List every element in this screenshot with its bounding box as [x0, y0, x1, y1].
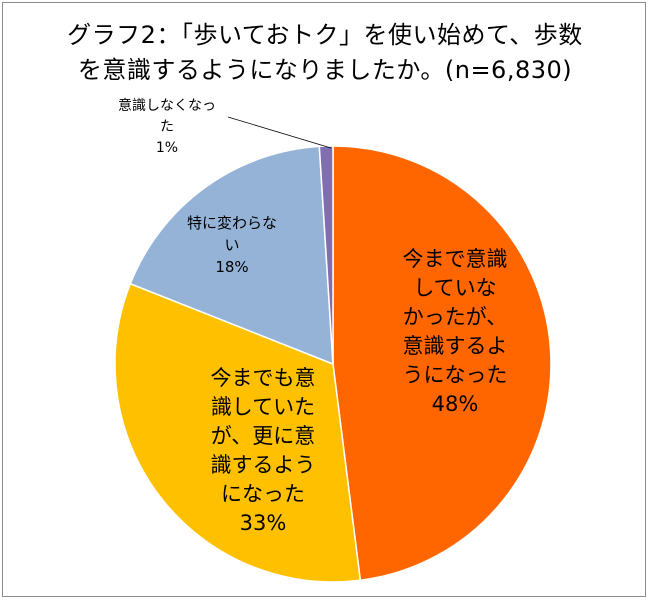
slice-percent-2: 33% — [240, 511, 287, 535]
slice-label-line: 今までも意 — [211, 366, 316, 390]
slice-label-line: 今まで意識 — [403, 247, 508, 271]
pie-slice-2 — [114, 282, 362, 583]
slice-label-line: い — [224, 236, 239, 254]
chart-title: グラフ2：「歩いておトク」を使い始めて、歩数 を意識するようになりましたか。(n… — [0, 18, 650, 88]
slice-label-line: していな — [413, 276, 496, 300]
chart-title-line-1: グラフ2：「歩いておトク」を使い始めて、歩数 — [67, 21, 583, 49]
pie-labels: 今まで意識していなかったが、意識するようになった 48% 今までも意識していたが、更… — [118, 97, 508, 535]
chart-title-line-2: を意識するようになりましたか。(n=6,830) — [77, 56, 573, 84]
pie-slice-4 — [318, 145, 334, 365]
slice-label-3: 特に変わらない 18% — [187, 214, 277, 276]
slice-label-line: た — [160, 119, 174, 135]
slice-percent-3: 18% — [215, 258, 248, 276]
slice-label-line: 識するよう — [211, 453, 316, 477]
slice-label-line: 意識するよ — [403, 334, 508, 358]
slice-percent-4: 1% — [156, 140, 178, 156]
leader-line-slice-4 — [227, 116, 332, 149]
pie-slices — [114, 145, 552, 583]
slice-percent-1: 48% — [432, 392, 479, 416]
slice-label-line: になった — [221, 482, 305, 506]
slice-label-line: うになった — [403, 363, 508, 387]
slice-label-line: 意識しなくなっ — [118, 97, 216, 114]
slice-label-4: 意識しなくなった 1% — [118, 97, 216, 156]
pie-slice-3 — [129, 145, 334, 366]
slice-label-line: かったが、 — [403, 305, 508, 329]
slice-label-2: 今までも意識していたが、更に意識するようになった 33% — [211, 366, 316, 535]
slice-label-line: が、更に意 — [211, 424, 316, 448]
slice-label-line: 特に変わらな — [187, 214, 277, 232]
slice-label-1: 今まで意識していなかったが、意識するようになった 48% — [403, 247, 508, 416]
slice-label-line: 識していた — [211, 395, 315, 419]
pie-slice-1 — [332, 145, 552, 582]
